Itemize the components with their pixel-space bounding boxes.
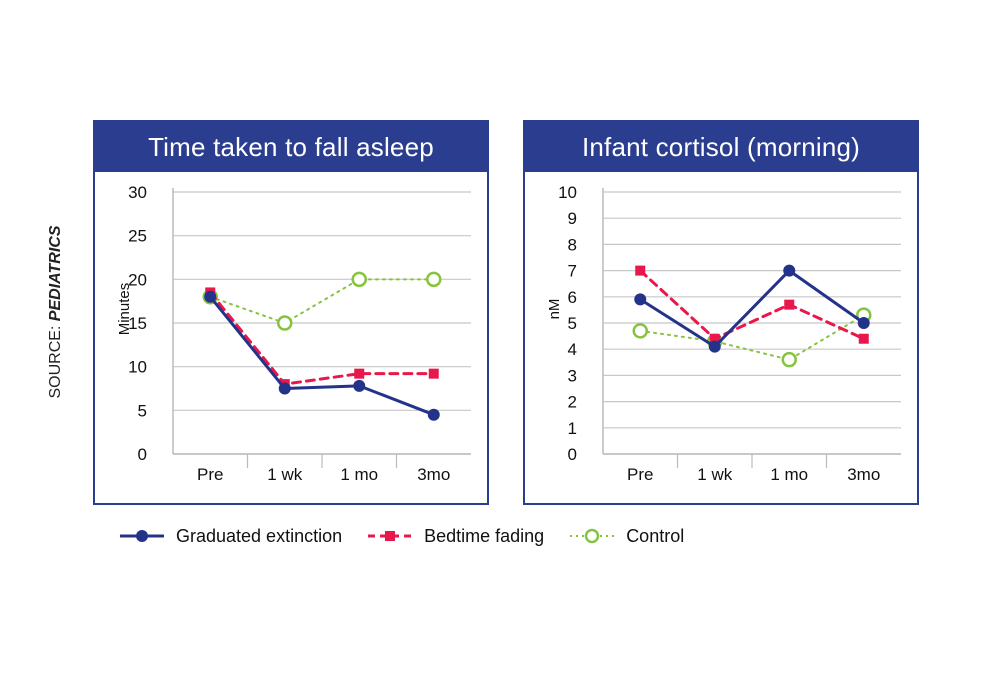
x-tick-label: 3mo (417, 465, 450, 484)
source-name: PEDIATRICS (47, 225, 64, 322)
y-axis-title: Minutes (116, 283, 133, 336)
y-tick-label: 20 (128, 270, 147, 289)
chart-plot-sleep-onset: 0 5 10 15 20 25 30 Pre 1 wk 1 mo 3mo Minutes (116, 183, 471, 484)
data-point (781, 351, 797, 368)
x-tick-label: Pre (197, 465, 223, 484)
data-point (277, 315, 293, 331)
data-point (634, 293, 647, 306)
y-tick-label: 25 (128, 227, 147, 246)
data-point (354, 368, 365, 379)
chart-panel-cortisol: Infant cortisol (morning) 0 1 2 3 4 5 6 7 8 9 10 Pr… (523, 120, 919, 505)
series-line (638, 269, 866, 349)
y-tick-label: 3 (568, 366, 577, 385)
y-axis-title: nM (546, 299, 563, 320)
y-tick-label: 5 (568, 314, 577, 333)
legend-label: Control (626, 525, 685, 546)
chart-panel-sleep-onset: Time taken to fall asleep 0 5 10 15 20 25 30 Pr… (93, 120, 489, 505)
legend-swatch (120, 530, 164, 542)
x-tick-label: 1 mo (340, 465, 378, 484)
data-point (708, 340, 721, 353)
y-tick-label: 10 (128, 358, 147, 377)
data-point (709, 333, 720, 344)
data-point (204, 290, 217, 303)
chart-title: Time taken to fall asleep (95, 122, 487, 172)
data-point (784, 299, 795, 310)
data-point (858, 333, 869, 344)
series-line (208, 295, 436, 417)
source-credit: SOURCE: PEDIATRICS (47, 225, 65, 398)
legend-swatch (368, 531, 413, 541)
source-prefix: SOURCE: (47, 321, 64, 399)
y-tick-label: 5 (138, 401, 147, 420)
legend: Graduated extinction Bedtime fading Cont… (118, 522, 708, 550)
y-tick-label: 0 (568, 445, 577, 464)
y-tick-label: 6 (568, 288, 577, 307)
y-tick-label: 15 (128, 314, 147, 333)
x-tick-label: 1 wk (267, 465, 302, 484)
data-point (427, 408, 440, 421)
legend-label: Bedtime fading (424, 525, 545, 546)
data-point (857, 317, 870, 329)
x-tick-label: 1 wk (697, 465, 732, 484)
x-tick-label: 3mo (847, 465, 880, 484)
y-tick-label: 30 (128, 183, 147, 202)
data-point (428, 368, 439, 379)
series-line (209, 278, 435, 324)
y-tick-label: 7 (568, 262, 577, 281)
series-line (639, 314, 865, 361)
x-tick-label: 1 mo (770, 465, 808, 484)
legend-item-graduated-extinction: Graduated extinction (118, 526, 342, 547)
legend-item-bedtime-fading: Bedtime fading (366, 526, 544, 547)
data-point (426, 271, 442, 288)
y-tick-label: 4 (568, 340, 577, 359)
chart-title: Infant cortisol (morning) (525, 122, 917, 172)
y-tick-label: 2 (568, 393, 577, 412)
data-point (635, 265, 646, 276)
series-line (638, 269, 866, 341)
x-tick-label: Pre (627, 465, 653, 484)
y-tick-label: 0 (138, 445, 147, 464)
chart-plot-cortisol: 0 1 2 3 4 5 6 7 8 9 10 Pre 1 wk 1 mo 3mo nM (546, 183, 901, 484)
series-line (208, 290, 436, 386)
y-tick-label: 8 (568, 235, 577, 254)
y-tick-label: 9 (568, 209, 577, 228)
data-point (278, 382, 291, 395)
data-point (351, 271, 367, 288)
y-tick-label: 1 (568, 419, 577, 438)
legend-swatch (570, 528, 615, 544)
legend-label: Graduated extinction (176, 525, 343, 546)
y-tick-label: 10 (558, 183, 577, 202)
data-point (632, 323, 648, 339)
legend-item-control: Control (568, 526, 684, 547)
data-point (353, 379, 366, 392)
data-point (783, 264, 796, 277)
